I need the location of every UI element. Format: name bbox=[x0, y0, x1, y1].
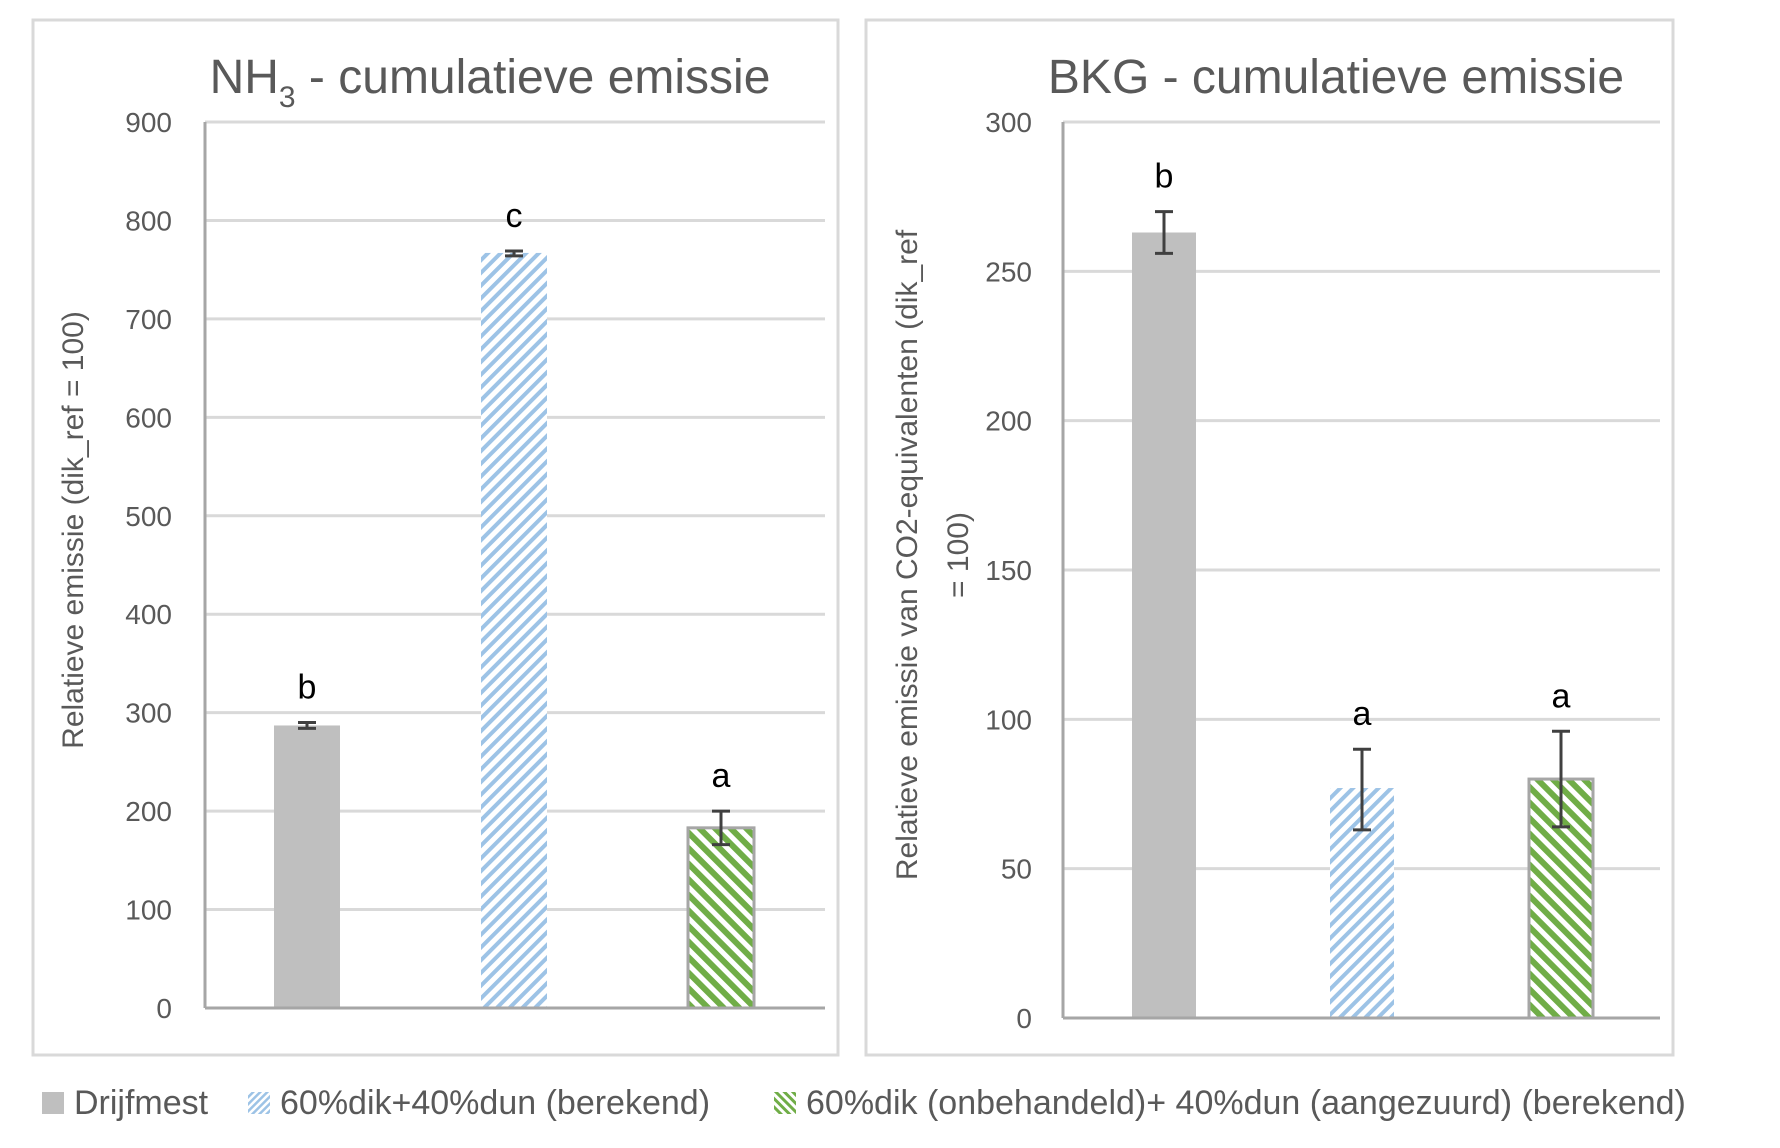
significance-letter: b bbox=[298, 669, 317, 707]
y-tick-labels: 0 100 200 300 400 500 600 700 800 900 bbox=[125, 107, 172, 1024]
y-tick-label: 600 bbox=[125, 402, 172, 433]
bars: b a a bbox=[1132, 158, 1595, 1020]
y-tick-label: 0 bbox=[1016, 1003, 1032, 1034]
y-tick-label: 100 bbox=[985, 704, 1032, 735]
significance-letter: c bbox=[506, 197, 523, 235]
y-tick-label: 900 bbox=[125, 107, 172, 138]
y-tick-labels: 0 50 100 150 200 250 300 bbox=[985, 107, 1032, 1034]
y-tick-label: 200 bbox=[985, 406, 1032, 437]
bar bbox=[1132, 232, 1196, 1019]
title-rest: - cumulatieve emissie bbox=[296, 51, 771, 104]
y-tick-label: 300 bbox=[985, 107, 1032, 138]
y-axis-label-line2: = 100) bbox=[942, 512, 975, 598]
y-tick-label: 800 bbox=[125, 205, 172, 236]
chart-panel-nh3: NH3 - cumulatieve emissie Relatieve emis… bbox=[31, 18, 840, 1057]
y-axis-label-line1: Relatieve emissie van CO2-equivalenten (… bbox=[891, 229, 924, 880]
axes bbox=[1061, 122, 1660, 1020]
legend-label: 60%dik+40%dun (berekend) bbox=[280, 1084, 710, 1122]
y-tick-label: 200 bbox=[125, 796, 172, 827]
y-tick-label: 0 bbox=[156, 993, 172, 1024]
bar bbox=[481, 252, 547, 1009]
y-tick-label: 50 bbox=[1001, 854, 1032, 885]
legend-swatch-blue-hatch bbox=[248, 1092, 270, 1114]
significance-letter: a bbox=[1353, 695, 1372, 733]
panel-border bbox=[31, 18, 840, 1057]
y-axis-label: Relatieve emissie (dik_ref = 100) bbox=[57, 311, 90, 749]
chart-panel-bkg: BKG - cumulatieve emissie Relatieve emis… bbox=[864, 18, 1675, 1057]
axes bbox=[203, 122, 825, 1010]
significance-letter: a bbox=[712, 757, 731, 795]
panel-border bbox=[864, 18, 1675, 1057]
y-tick-label: 150 bbox=[985, 555, 1032, 586]
title-subscript: 3 bbox=[279, 81, 296, 114]
y-tick-label: 700 bbox=[125, 304, 172, 335]
significance-letter: a bbox=[1552, 677, 1571, 715]
legend-swatch-green-hatch bbox=[774, 1092, 796, 1114]
chart-title: NH3 - cumulatieve emissie bbox=[210, 51, 771, 114]
y-tick-label: 300 bbox=[125, 698, 172, 729]
legend-label: Drijfmest bbox=[74, 1084, 209, 1122]
y-tick-label: 250 bbox=[985, 256, 1032, 287]
bar bbox=[686, 826, 756, 1010]
bars: b c a bbox=[274, 197, 756, 1010]
y-tick-label: 400 bbox=[125, 599, 172, 630]
y-tick-label: 100 bbox=[125, 895, 172, 926]
legend-swatch-drijfmest bbox=[42, 1092, 64, 1114]
title-main: BKG - cumulatieve emissie bbox=[1048, 51, 1624, 104]
legend-label: 60%dik (onbehandeld)+ 40%dun (aangezuurd… bbox=[806, 1084, 1686, 1122]
title-main: NH bbox=[210, 51, 279, 104]
bar bbox=[274, 725, 340, 1008]
chart-title: BKG - cumulatieve emissie bbox=[1048, 51, 1624, 104]
y-tick-label: 500 bbox=[125, 501, 172, 532]
legend: Drijfmest 60%dik+40%dun (berekend) 60%di… bbox=[42, 1084, 1686, 1122]
significance-letter: b bbox=[1155, 158, 1174, 196]
